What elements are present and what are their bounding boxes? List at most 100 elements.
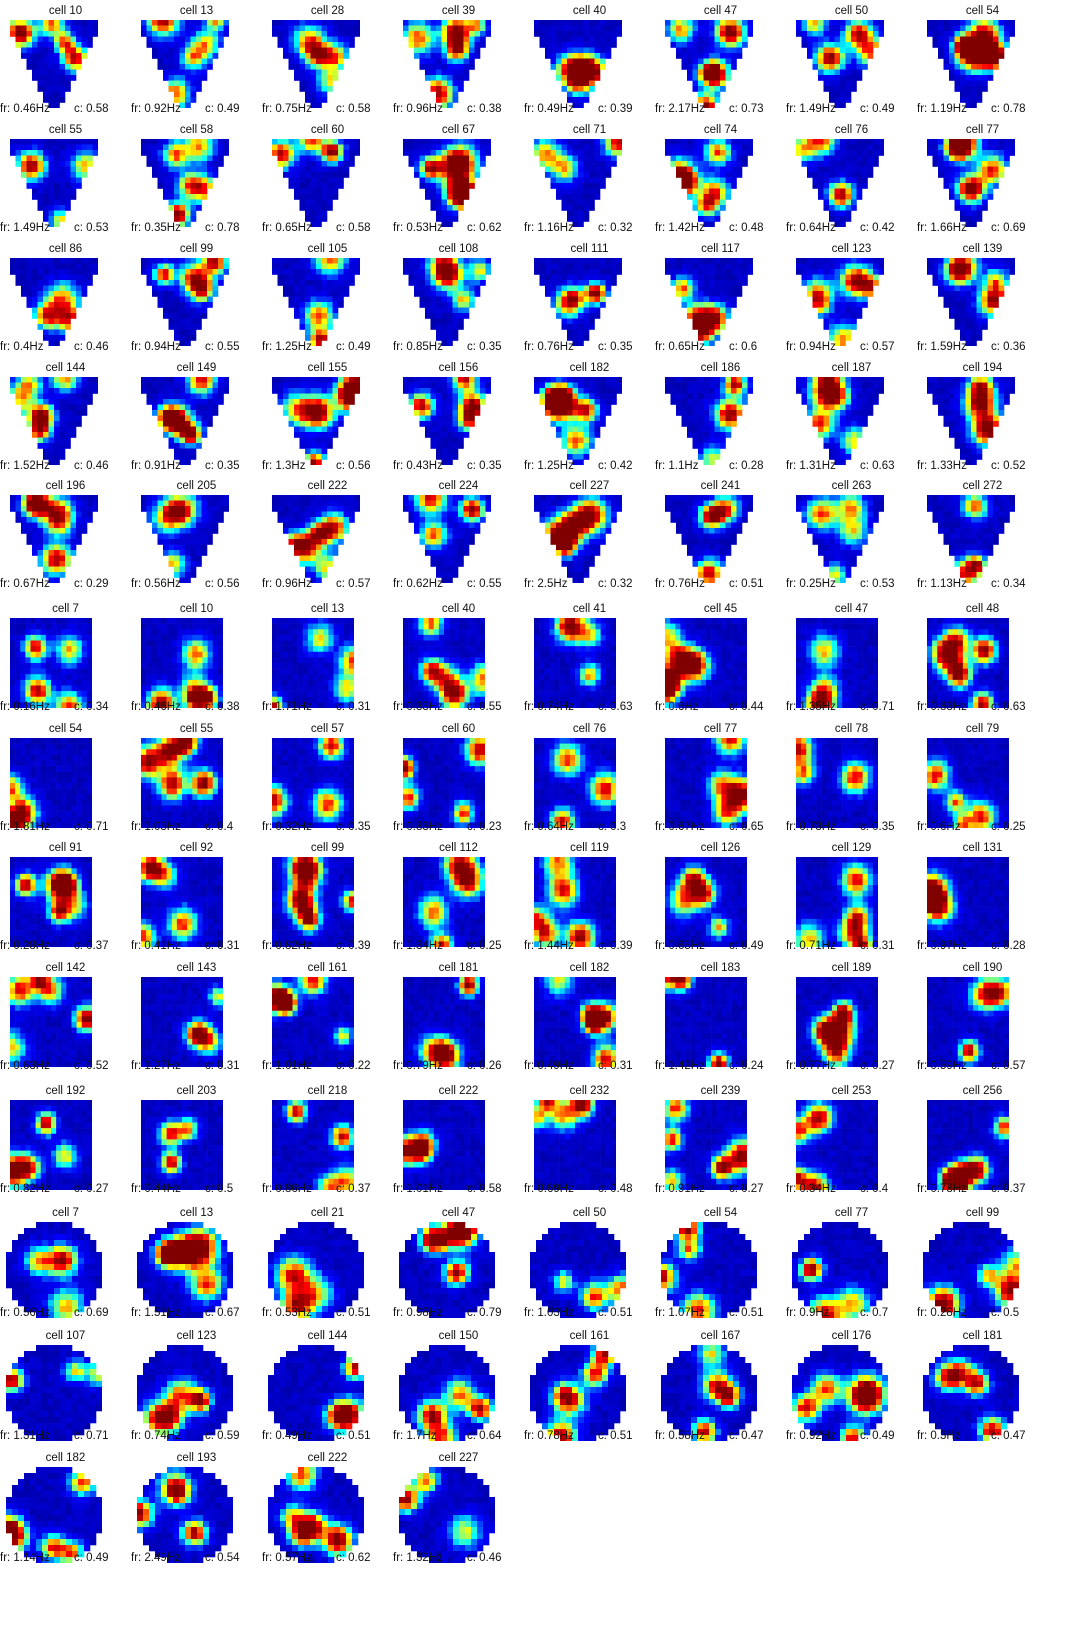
heat-cell bbox=[54, 221, 60, 227]
heat-cell bbox=[949, 47, 955, 54]
heat-cell bbox=[862, 166, 868, 173]
heat-cell bbox=[310, 25, 317, 32]
heat-cell bbox=[430, 404, 437, 411]
heat-cell bbox=[447, 421, 453, 427]
heat-cell bbox=[971, 150, 977, 156]
heat-cell bbox=[452, 86, 459, 92]
heat-cell bbox=[982, 274, 988, 281]
heat-cell bbox=[834, 53, 841, 59]
heat-cell bbox=[845, 91, 852, 98]
heat-cell bbox=[327, 80, 333, 87]
heat-cell bbox=[343, 166, 350, 173]
heat-cell bbox=[987, 269, 994, 275]
heat-cell bbox=[321, 291, 328, 297]
heat-cell bbox=[458, 307, 464, 314]
heat-cell bbox=[463, 53, 470, 59]
heat-cell bbox=[201, 36, 208, 43]
heat-cell bbox=[436, 47, 442, 54]
heat-cell bbox=[709, 280, 715, 286]
heat-cell bbox=[15, 263, 22, 270]
heat-cell bbox=[960, 313, 966, 319]
heat-cell bbox=[829, 269, 835, 275]
heat-cell bbox=[561, 69, 568, 76]
heat-cell bbox=[731, 139, 737, 145]
heat-cell bbox=[141, 382, 147, 389]
heat-cell bbox=[21, 161, 27, 167]
heat-cell bbox=[550, 31, 557, 37]
heat-cell bbox=[600, 42, 606, 48]
heat-cell bbox=[687, 404, 693, 411]
heat-cell bbox=[807, 144, 813, 151]
heat-cell bbox=[146, 25, 153, 32]
heat-cell bbox=[441, 155, 448, 162]
heat-cell bbox=[949, 280, 955, 286]
heat-cell bbox=[567, 91, 573, 98]
heat-cell bbox=[43, 415, 49, 422]
heat-cell bbox=[294, 291, 300, 297]
heat-cell bbox=[818, 58, 824, 65]
heat-cell bbox=[327, 69, 333, 76]
heat-cell bbox=[185, 216, 191, 222]
heat-cell bbox=[867, 161, 874, 167]
heat-cell bbox=[1009, 25, 1015, 32]
heat-cell bbox=[65, 205, 71, 211]
heat-cell bbox=[692, 382, 699, 389]
heat-cell bbox=[578, 188, 584, 195]
heat-cell bbox=[430, 31, 437, 37]
heat-cell bbox=[310, 97, 317, 103]
correlation-label: c: 0.42 bbox=[860, 222, 895, 235]
heat-cell bbox=[305, 263, 311, 270]
heat-cell bbox=[556, 36, 562, 43]
heat-cell bbox=[829, 42, 835, 48]
heat-cell bbox=[327, 313, 333, 319]
heat-cell bbox=[70, 53, 77, 59]
heat-cell bbox=[48, 285, 55, 292]
heat-cell bbox=[681, 285, 688, 292]
heat-cell bbox=[932, 269, 939, 275]
heat-cell bbox=[430, 172, 437, 178]
heat-cell bbox=[556, 274, 562, 281]
heat-cell bbox=[201, 150, 208, 156]
heat-cell bbox=[212, 274, 219, 281]
heat-cell bbox=[987, 166, 994, 173]
heat-cell bbox=[185, 313, 191, 319]
heat-cell bbox=[179, 144, 186, 151]
heat-cell bbox=[414, 25, 420, 32]
correlation-label: c: 0.35 bbox=[205, 460, 240, 473]
heat-cell bbox=[272, 269, 278, 275]
heat-cell bbox=[873, 42, 879, 48]
heat-cell bbox=[207, 183, 213, 189]
heat-cell bbox=[21, 377, 27, 383]
heat-cell bbox=[32, 410, 38, 416]
heat-cell bbox=[430, 382, 437, 389]
heat-cell bbox=[54, 307, 60, 314]
heat-cell bbox=[338, 139, 344, 145]
heat-cell bbox=[441, 194, 448, 200]
heat-cell bbox=[425, 188, 431, 195]
heat-cell bbox=[561, 324, 568, 330]
heat-cell bbox=[163, 172, 169, 178]
heat-cell bbox=[561, 31, 568, 37]
heat-cell bbox=[59, 318, 66, 325]
heat-cell bbox=[594, 194, 601, 200]
heat-cell bbox=[594, 388, 601, 394]
heat-cell bbox=[703, 31, 710, 37]
heat-cell bbox=[436, 172, 442, 178]
heat-cell bbox=[283, 25, 289, 32]
heat-cell bbox=[174, 91, 180, 98]
heat-cell bbox=[436, 432, 442, 438]
heat-cell bbox=[545, 47, 551, 54]
heat-cell bbox=[26, 285, 33, 292]
heat-cell bbox=[589, 36, 595, 43]
heat-cell bbox=[572, 144, 579, 151]
heat-cell bbox=[299, 64, 306, 70]
heat-cell bbox=[796, 382, 802, 389]
heat-cell bbox=[665, 269, 671, 275]
heat-cell bbox=[703, 210, 710, 217]
heat-cell bbox=[709, 205, 715, 211]
heat-cell bbox=[594, 75, 601, 81]
heat-cell bbox=[65, 42, 71, 48]
heat-cell bbox=[971, 302, 977, 308]
heat-cell bbox=[998, 47, 1005, 54]
heat-cell bbox=[567, 64, 573, 70]
